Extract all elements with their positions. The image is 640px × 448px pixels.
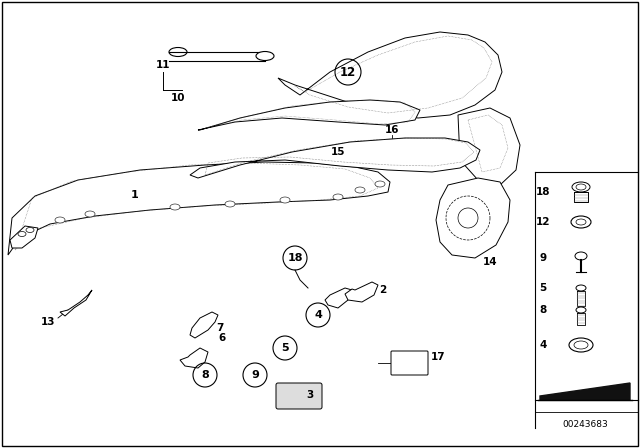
- Polygon shape: [198, 100, 420, 130]
- Text: 6: 6: [218, 333, 226, 343]
- Text: 2: 2: [380, 285, 387, 295]
- FancyBboxPatch shape: [276, 383, 322, 409]
- Polygon shape: [180, 348, 208, 368]
- Polygon shape: [10, 226, 38, 248]
- Text: 8: 8: [201, 370, 209, 380]
- Text: 4: 4: [314, 310, 322, 320]
- FancyBboxPatch shape: [391, 351, 428, 375]
- Ellipse shape: [571, 216, 591, 228]
- Ellipse shape: [225, 201, 235, 207]
- Polygon shape: [60, 290, 92, 316]
- Text: 15: 15: [331, 147, 345, 157]
- Text: 7: 7: [216, 323, 224, 333]
- Ellipse shape: [170, 204, 180, 210]
- Text: 12: 12: [340, 65, 356, 78]
- Text: 5: 5: [540, 283, 547, 293]
- Text: 3: 3: [307, 390, 314, 400]
- Polygon shape: [325, 288, 352, 308]
- Ellipse shape: [85, 211, 95, 217]
- Ellipse shape: [18, 232, 26, 237]
- Ellipse shape: [576, 219, 586, 225]
- Ellipse shape: [574, 341, 588, 349]
- Text: 18: 18: [536, 187, 550, 197]
- Ellipse shape: [572, 182, 590, 192]
- Ellipse shape: [375, 181, 385, 187]
- Ellipse shape: [169, 47, 187, 56]
- Ellipse shape: [458, 208, 478, 228]
- Ellipse shape: [569, 338, 593, 352]
- Ellipse shape: [576, 184, 586, 190]
- Text: 13: 13: [41, 317, 55, 327]
- Text: 9: 9: [251, 370, 259, 380]
- Polygon shape: [190, 312, 218, 338]
- Text: 11: 11: [156, 60, 170, 70]
- Polygon shape: [436, 178, 510, 258]
- Ellipse shape: [576, 285, 586, 291]
- Ellipse shape: [256, 52, 274, 60]
- Ellipse shape: [355, 187, 365, 193]
- Text: 8: 8: [540, 305, 547, 315]
- Polygon shape: [8, 162, 390, 255]
- Polygon shape: [345, 282, 378, 302]
- Polygon shape: [190, 138, 480, 178]
- Ellipse shape: [280, 197, 290, 203]
- Text: 18: 18: [287, 253, 303, 263]
- Text: 12: 12: [536, 217, 550, 227]
- Ellipse shape: [576, 307, 586, 313]
- Text: 00243683: 00243683: [562, 419, 608, 428]
- Text: 16: 16: [385, 125, 399, 135]
- Text: 14: 14: [483, 257, 497, 267]
- Text: 4: 4: [540, 340, 547, 350]
- Polygon shape: [540, 383, 630, 400]
- Text: 10: 10: [171, 93, 185, 103]
- Polygon shape: [278, 32, 502, 118]
- Ellipse shape: [333, 194, 343, 200]
- Text: 1: 1: [131, 190, 139, 200]
- Text: 17: 17: [431, 352, 445, 362]
- Ellipse shape: [575, 252, 587, 260]
- Ellipse shape: [55, 217, 65, 223]
- Polygon shape: [458, 108, 520, 185]
- Text: 9: 9: [540, 253, 547, 263]
- Text: 5: 5: [281, 343, 289, 353]
- Ellipse shape: [26, 228, 34, 233]
